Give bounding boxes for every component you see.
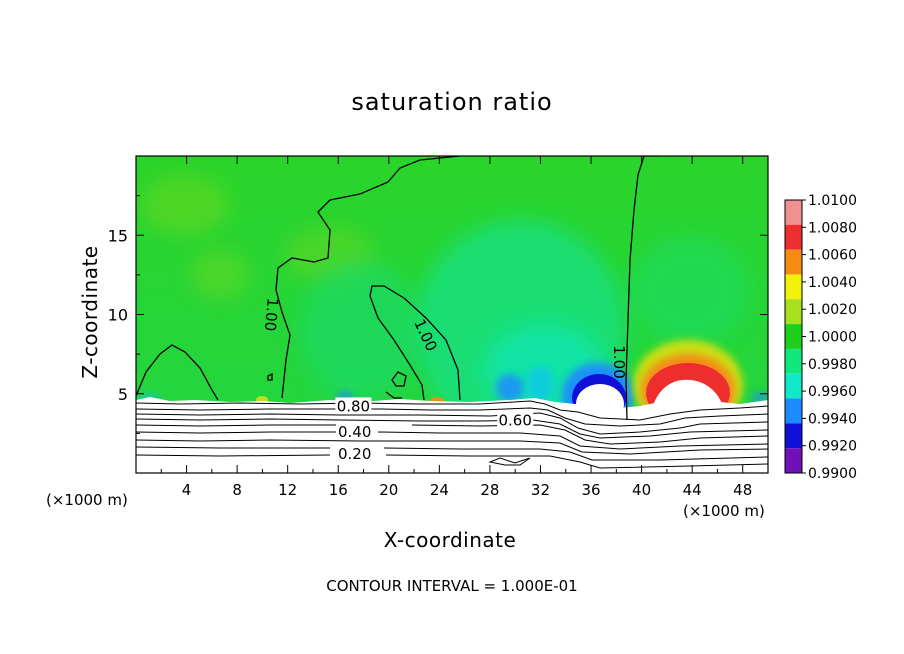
colorbar-label: 0.9900 [808, 466, 857, 482]
colorbar-swatch [785, 373, 802, 399]
x-tick-label: 8 [232, 481, 242, 499]
x-unit-label-left: (×1000 m) [46, 491, 128, 509]
colorbar: 1.0100 1.0080 1.0060 1.0040 1.0020 1.0000 0.99… [784, 193, 857, 482]
x-tick-label: 16 [329, 481, 348, 499]
contour-label: 0.20 [336, 444, 373, 463]
colorbar-swatch [785, 299, 802, 325]
x-axis-label: X-coordinate [383, 528, 517, 552]
colorbar-swatch [785, 423, 802, 449]
y-tick-label: 5 [118, 385, 128, 404]
colorbar-label: 0.9980 [808, 357, 857, 373]
contour-label: 0.40 [336, 422, 373, 441]
contour-one-e [385, 391, 402, 399]
contour-one-c [369, 285, 461, 401]
colorbar-label: 0.9940 [808, 411, 857, 427]
contour-line [136, 431, 768, 450]
x-tick-label: 48 [733, 481, 752, 499]
y-tick-label: 10 [108, 306, 128, 325]
x-tick-label: 20 [379, 481, 398, 499]
contour-label-bg [336, 422, 373, 440]
colorbar-swatch [785, 200, 802, 225]
x-tick-label: 24 [430, 481, 449, 499]
contour-label-text: 1.00 [261, 297, 282, 332]
contour-label: 1.00 [610, 345, 628, 378]
contour-line [136, 454, 768, 469]
contour-lines-upper [136, 156, 660, 421]
colorbar-swatch [785, 224, 802, 250]
x-axis-ticks: 4 8 12 16 20 24 28 32 36 40 44 48 [160, 156, 752, 499]
contour-interval-note: CONTOUR INTERVAL = 1.000E-01 [326, 577, 578, 595]
contour-one-f [267, 372, 273, 381]
colorbar-label: 1.0000 [808, 330, 857, 346]
colorbar-swatch [785, 348, 802, 374]
contour-line [136, 412, 768, 435]
x-tick-label: 32 [531, 481, 550, 499]
contour-line [136, 439, 768, 455]
contour-one-a [136, 344, 219, 401]
x-tick-label: 40 [632, 481, 651, 499]
x-unit-label-right: (×1000 m) [683, 502, 765, 520]
x-tick-label: 36 [581, 481, 600, 499]
contour-one-b [275, 156, 461, 399]
y-axis-ticks: 5 10 15 [108, 195, 768, 434]
contour-label: 1.00 [261, 297, 282, 332]
field-teal-right [630, 235, 750, 345]
field-yellowgreen-left [190, 250, 250, 300]
y-tick-label: 15 [108, 226, 128, 245]
colorbar-label: 1.0080 [808, 220, 857, 236]
x-tick-label: 44 [683, 481, 702, 499]
colorbar-label: 1.0100 [808, 193, 857, 209]
field-blue-patch-1 [496, 374, 524, 402]
colorbar-label: 1.0040 [808, 275, 857, 291]
contour-line [136, 400, 768, 421]
colorbar-swatch [785, 274, 802, 300]
field-blue-patch-2 [526, 366, 554, 402]
contour-label-bg [336, 444, 373, 462]
contour-label-text: 0.40 [338, 423, 371, 441]
contour-one-g [625, 156, 660, 421]
contour-label: 0.60 [497, 411, 534, 430]
contour-label-text: 0.60 [498, 412, 531, 430]
y-axis-label: Z-coordinate [78, 245, 102, 379]
contour-line [488, 457, 531, 466]
contour-line [136, 407, 768, 427]
colorbar-swatch [785, 448, 802, 473]
heatmap-field [136, 156, 768, 473]
contour-label-text: 1.00 [610, 345, 628, 378]
field-teal-left [300, 260, 420, 400]
colorbar-swatch [785, 324, 802, 349]
colorbar-swatch [785, 398, 802, 424]
x-tick-label: 4 [182, 481, 192, 499]
colorbar-swatch [785, 249, 802, 275]
x-tick-label: 28 [480, 481, 499, 499]
contour-label-bg [335, 397, 372, 415]
colorbar-label: 1.0020 [808, 302, 857, 318]
contour-label-text: 0.80 [337, 397, 370, 415]
chart-title: saturation ratio [351, 88, 553, 116]
contour-label-text: 0.20 [338, 445, 371, 463]
contour-line [136, 446, 768, 461]
colorbar-label: 0.9920 [808, 439, 857, 455]
colorbar-label: 1.0060 [808, 248, 857, 264]
x-tick-label: 12 [278, 481, 297, 499]
field-yellowgreen-top-left [140, 175, 230, 235]
contour-one-d [391, 371, 407, 387]
contour-labels: 1.001.001.000.800.600.400.20 [261, 297, 628, 463]
contour-label: 0.80 [335, 397, 372, 415]
field-lower-white [136, 397, 768, 473]
contour-label-bg [497, 411, 534, 429]
colorbar-label: 0.9960 [808, 384, 857, 400]
